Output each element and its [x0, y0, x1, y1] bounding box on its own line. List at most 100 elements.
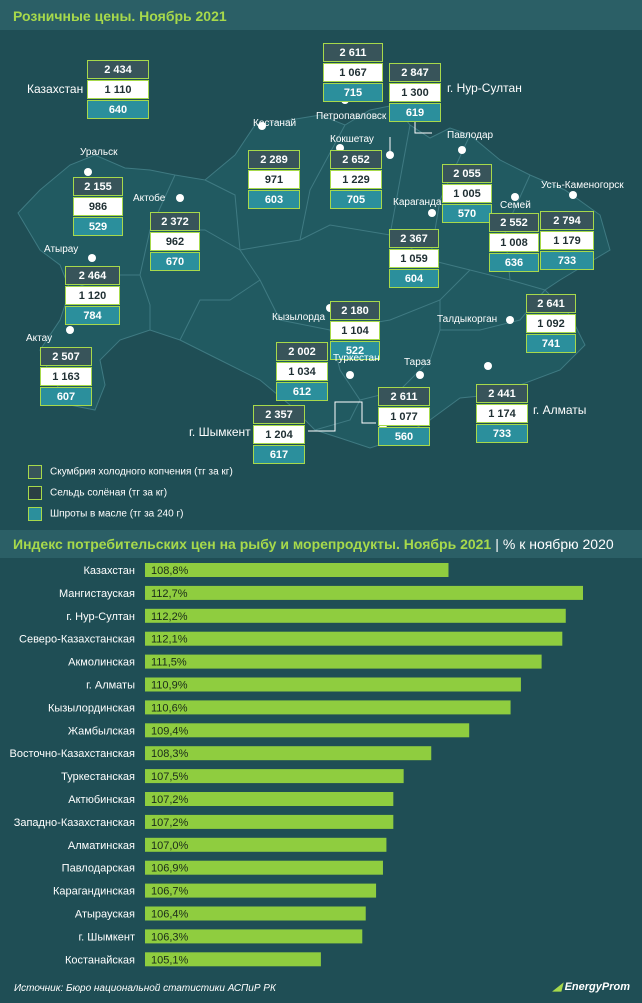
bar: [145, 608, 566, 623]
bar: [145, 792, 394, 806]
value-sprats: 607: [40, 387, 92, 406]
category-label: Актюбинская: [68, 794, 135, 806]
category-label: Алматинская: [68, 840, 135, 852]
value-herring: 1 179: [540, 231, 594, 250]
value-label: 106,7%: [151, 886, 189, 898]
bar: [145, 563, 449, 577]
label-taraz: Тараз: [404, 357, 431, 368]
bar: [145, 860, 383, 875]
value-label: 106,9%: [151, 863, 189, 875]
value-herring: 1 120: [65, 286, 120, 305]
category-label: Туркестанская: [61, 771, 135, 783]
value-mackerel: 2 441: [476, 384, 528, 403]
value-label: 112,2%: [151, 611, 188, 623]
value-label: 112,1%: [151, 634, 188, 646]
chart-header: Индекс потребительских цен на рыбу и мор…: [0, 530, 642, 558]
value-herring: 1 300: [389, 83, 441, 102]
value-herring: 1 067: [323, 63, 383, 82]
value-sprats: 529: [73, 217, 123, 236]
marker-atyrau: [88, 254, 96, 262]
cluster-taraz: 2 611 1 077 560: [378, 387, 430, 447]
value-sprats: 612: [276, 382, 328, 401]
bar: [145, 814, 394, 829]
swatch-herring: [28, 486, 42, 500]
swatch-mackerel: [28, 465, 42, 479]
value-label: 111,5%: [151, 657, 187, 669]
category-label: г. Алматы: [86, 680, 135, 692]
value-herring: 971: [248, 170, 300, 189]
value-label: 105,1%: [151, 954, 189, 966]
label-atyrau: Атырау: [44, 244, 79, 255]
value-herring: 1 005: [442, 184, 492, 203]
marker-taldykorgan: [506, 316, 514, 324]
title-separator: |: [495, 536, 499, 552]
value-herring: 1 059: [389, 249, 439, 268]
label-kostanay: Костанай: [253, 118, 297, 129]
cluster-pavlodar: 2 055 1 005 570: [442, 164, 492, 224]
label-ustkamenogorsk: Усть-Каменогорск: [541, 180, 624, 191]
bar: [145, 631, 563, 646]
logo-icon: ◢: [553, 981, 562, 993]
marker-karaganda: [428, 209, 436, 217]
value-herring: 1 008: [489, 233, 539, 252]
value-sprats: 636: [489, 253, 539, 272]
value-herring: 1 077: [378, 407, 430, 426]
value-mackerel: 2 847: [389, 63, 441, 82]
marker-aktau: [66, 326, 74, 334]
category-label: Карагандинская: [53, 886, 135, 898]
cluster-kokshetau: 2 652 1 229 705: [330, 150, 382, 210]
value-herring: 1 174: [476, 404, 528, 423]
value-mackerel: 2 434: [87, 60, 149, 79]
label-kyzylorda: Кызылорда: [272, 312, 326, 323]
legend-herring-label: Сельдь солёная (тг за кг): [50, 487, 168, 499]
cluster-semey: 2 552 1 008 636: [489, 213, 539, 273]
cluster-aktobe: 2 372 962 670: [150, 212, 200, 272]
value-mackerel: 2 794: [540, 211, 594, 230]
map-title: Розничные цены. Ноябрь 2021: [0, 0, 642, 30]
cluster-kyzylorda: 2 180 1 104 522: [330, 301, 380, 361]
cluster-taldykorgan: 2 641 1 092 741: [526, 294, 576, 354]
label-almaty: г. Алматы: [533, 403, 587, 417]
label-karaganda: Караганда: [393, 197, 442, 208]
value-herring: 1 104: [330, 321, 380, 340]
category-label: г. Нур-Султан: [66, 611, 135, 623]
label-kokshetau: Кокшетау: [330, 134, 374, 145]
label-aktau: Актау: [26, 333, 53, 344]
category-label: Атырауская: [75, 909, 135, 921]
legend-mackerel: Скумбрия холодного копчения (тг за кг): [28, 465, 233, 479]
value-label: 106,4%: [151, 909, 189, 921]
bar: [145, 723, 470, 738]
value-sprats: 640: [87, 100, 149, 119]
value-sprats: 570: [442, 204, 492, 223]
value-sprats: 522: [330, 341, 380, 360]
label-taldykorgan: Талдыкорган: [437, 314, 498, 325]
category-label: Акмолинская: [68, 657, 135, 669]
label-aktobe: Актобе: [133, 193, 166, 204]
bar: [145, 700, 511, 715]
value-label: 107,2%: [151, 817, 189, 829]
label-pavlodar: Павлодар: [447, 130, 494, 141]
value-mackerel: 2 180: [330, 301, 380, 320]
chart-subtitle: % к ноябрю 2020: [502, 536, 614, 552]
cluster-petropavlovsk: 2 611 1 067 715: [323, 43, 383, 103]
cluster-kostanay: 2 289 971 603: [248, 150, 300, 210]
value-mackerel: 2 611: [323, 43, 383, 62]
marker-semey: [511, 193, 519, 201]
value-herring: 1 092: [526, 314, 576, 333]
source-note: Источник: Бюро национальной статистики А…: [14, 983, 276, 994]
category-label: Казахстан: [83, 565, 135, 577]
value-label: 108,3%: [151, 748, 189, 760]
legend-sprats-label: Шпроты в масле (тг за 240 г): [50, 508, 184, 520]
cluster-karaganda: 2 367 1 059 604: [389, 229, 439, 289]
cpi-bar-chart: Казахстан 108,8% Мангистауская 112,7% г. Нур…: [9, 563, 583, 967]
category-label: Кызылординская: [48, 702, 135, 714]
category-label: Жамбылская: [68, 725, 135, 737]
value-sprats: 733: [540, 251, 594, 270]
label-turkestan: Туркестан: [333, 353, 380, 364]
cluster-nursultan: 2 847 1 300 619: [389, 63, 441, 123]
value-sprats: 670: [150, 252, 200, 271]
logo-text: EnergyProm: [564, 981, 630, 993]
value-mackerel: 2 641: [526, 294, 576, 313]
value-label: 107,2%: [151, 794, 189, 806]
bar: [145, 952, 321, 967]
